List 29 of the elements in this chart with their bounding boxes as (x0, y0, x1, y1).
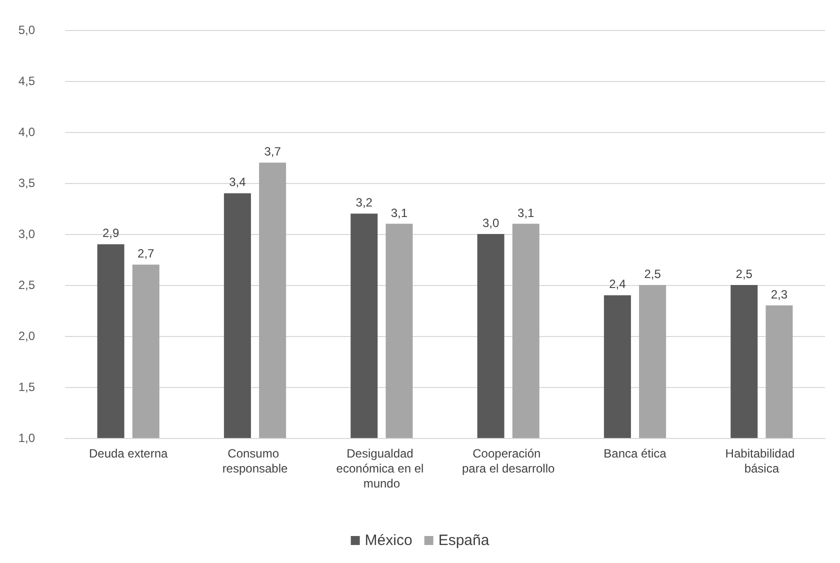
data-label: 2,7 (138, 246, 155, 261)
y-tick-label: 1,0 (18, 431, 36, 445)
y-tick-label: 5,0 (18, 23, 36, 37)
data-label: 3,0 (482, 216, 500, 230)
data-label: 2,5 (644, 267, 662, 281)
y-tick-label: 3,5 (18, 176, 36, 190)
data-label: 3,1 (390, 206, 408, 220)
data-label: 2,3 (770, 287, 788, 302)
data-label: 3,1 (518, 206, 535, 220)
x-tick-label: Consumo responsable (222, 446, 288, 476)
y-tick-label: 3,0 (18, 227, 36, 241)
legend-label: México (364, 532, 412, 549)
data-label: 2,4 (609, 277, 626, 292)
x-tick-label: Cooperación para el desarrollo (462, 446, 556, 476)
data-label: 2,9 (102, 226, 120, 240)
y-tick-label: 4,5 (18, 74, 36, 88)
data-label: 3,4 (229, 175, 246, 190)
x-tick-label: Habitabilidad básica (725, 446, 798, 476)
y-tick-label: 2,0 (18, 329, 36, 343)
data-label: 2,5 (736, 267, 753, 281)
legend-label: España (438, 532, 490, 549)
y-tick-label: 1,5 (18, 380, 36, 394)
x-tick-label: Deuda externa (88, 446, 168, 460)
data-label: 3,2 (356, 196, 373, 210)
y-tick-label: 4,0 (18, 125, 36, 139)
data-label: 3,7 (264, 144, 282, 159)
y-tick-label: 2,5 (18, 278, 36, 292)
x-tick-label: Desigualdad económica en el mundo (336, 446, 428, 490)
x-tick-label: Banca ética (604, 446, 667, 460)
